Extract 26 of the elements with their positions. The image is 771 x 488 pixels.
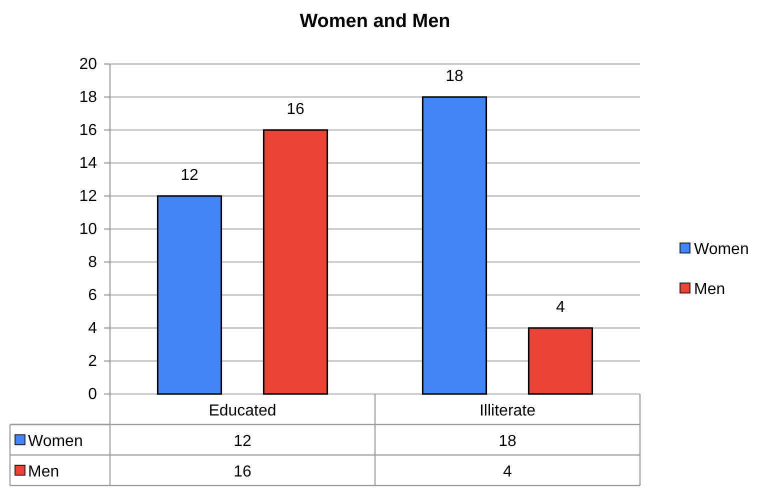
- text: 16: [234, 463, 252, 480]
- y-tick-label: 12: [79, 188, 98, 206]
- chart-title: Women and Men: [300, 11, 450, 32]
- x-tick-label: Illiterate: [479, 402, 536, 420]
- y-tick-label: 10: [79, 221, 98, 238]
- data-label: 16: [286, 101, 304, 118]
- y-tick-label: 0: [88, 386, 98, 404]
- y-tick-label: 8: [88, 254, 98, 272]
- data-label: 18: [446, 68, 464, 85]
- y-tick-label: 4: [88, 320, 98, 338]
- data-label: 4: [556, 299, 566, 316]
- y-tick-label: 20: [79, 56, 98, 74]
- text: Women: [694, 241, 749, 258]
- y-tick-label: 2: [88, 353, 98, 370]
- text: Men: [28, 463, 60, 480]
- y-tick-label: 14: [79, 155, 98, 172]
- x-tick-label: Educated: [208, 402, 276, 420]
- data-label: 12: [180, 167, 198, 184]
- legend-label: Men: [694, 281, 726, 298]
- text: 4: [503, 463, 512, 480]
- y-tick-label: 6: [88, 287, 98, 304]
- y-tick-label: 18: [79, 89, 98, 106]
- text: 18: [498, 432, 516, 450]
- y-tick-label: 16: [79, 122, 98, 140]
- legend-label: Women: [28, 432, 83, 450]
- text: 12: [234, 432, 252, 450]
